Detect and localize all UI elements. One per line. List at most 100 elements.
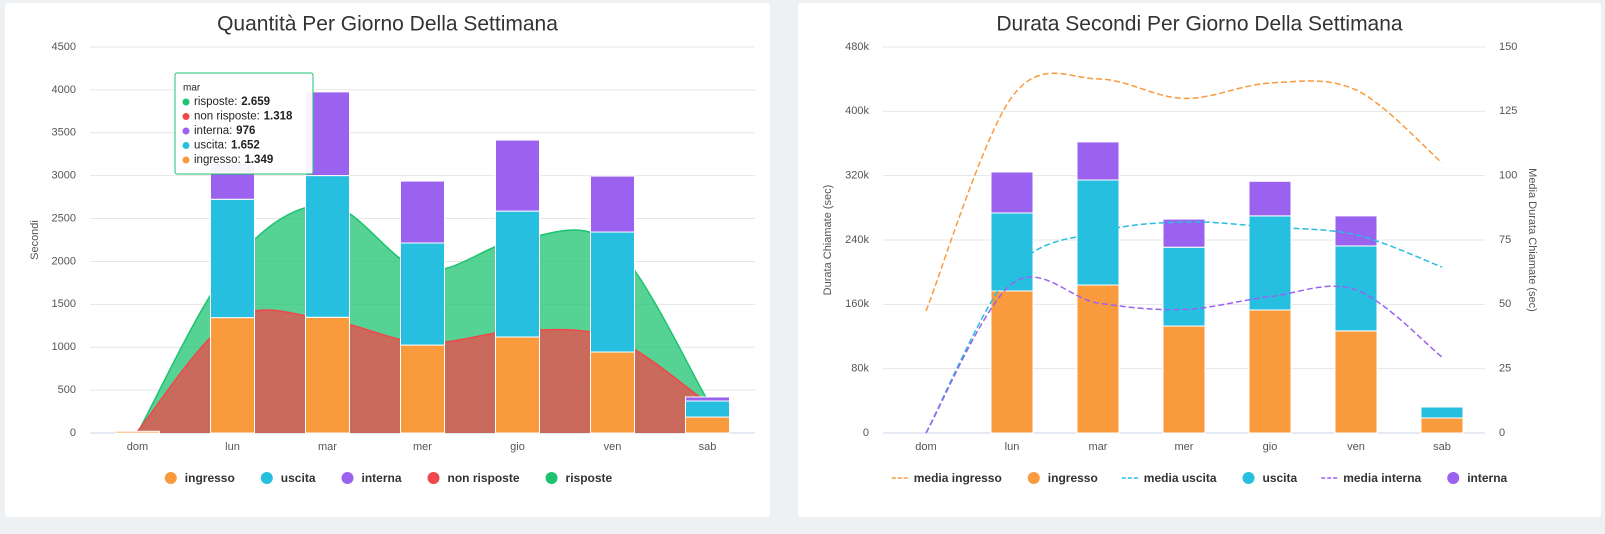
y-tick-label: 0	[863, 427, 869, 439]
legend-label: ingresso	[185, 471, 235, 485]
bar	[590, 351, 635, 434]
legend-item: media uscita	[1121, 471, 1217, 485]
bar	[210, 317, 255, 434]
legend-label: media uscita	[1144, 471, 1217, 485]
legend-symbol	[1027, 472, 1040, 484]
x-tick-label: gio	[1263, 441, 1278, 453]
legend-item: ingresso	[1027, 471, 1098, 485]
y-axis-title: Secondi	[29, 220, 41, 260]
bar	[685, 396, 730, 402]
legend-label: uscita	[1263, 471, 1298, 485]
y-tick-label: 240k	[845, 234, 869, 246]
bar	[495, 336, 540, 434]
bar	[1334, 330, 1378, 434]
legend-label: uscita	[281, 471, 316, 485]
y2-tick-label: 150	[1499, 41, 1517, 53]
bar	[115, 430, 160, 434]
tooltip-name: ingresso	[194, 154, 237, 166]
y-tick-label: 4000	[52, 84, 76, 96]
legend-item: interna	[1447, 471, 1508, 485]
legend-symbol	[545, 472, 558, 484]
y-tick-label: 3500	[52, 127, 76, 139]
y2-tick-label: 0	[1499, 427, 1505, 439]
tooltip-value: 1.652	[231, 140, 260, 152]
x-tick-label: ven	[1347, 441, 1365, 453]
tooltip-colon: :	[229, 125, 232, 137]
bar	[590, 175, 635, 233]
y-tick-label: 1000	[52, 341, 76, 353]
bar	[210, 198, 255, 319]
y-axis-title: Durata Chiamate (sec)	[822, 185, 834, 296]
legend-item: media interna	[1321, 471, 1422, 485]
tooltip-value: 1.349	[244, 154, 273, 166]
legend-symbol	[164, 472, 177, 484]
legend-item: non risposte	[427, 471, 520, 485]
bar	[400, 242, 445, 346]
tooltip-colon: :	[257, 111, 260, 123]
bar	[400, 180, 445, 244]
bar	[1076, 141, 1120, 181]
y-tick-label: 160k	[845, 298, 869, 310]
bar	[495, 139, 540, 212]
tooltip-value: 2.659	[241, 96, 270, 108]
y2-tick-label: 100	[1499, 170, 1517, 182]
y-tick-label: 500	[58, 384, 76, 396]
tooltip-value: 1.318	[264, 111, 293, 123]
bar	[305, 175, 350, 318]
y-tick-label: 3000	[52, 170, 76, 182]
bar	[1248, 180, 1292, 217]
tooltip-dot	[182, 142, 190, 149]
x-tick-label: mar	[1089, 441, 1108, 453]
legend-label: media interna	[1343, 471, 1421, 485]
x-tick-label: gio	[510, 441, 525, 453]
bar	[1248, 309, 1292, 434]
legend-item: media ingresso	[891, 471, 1002, 485]
legend-label: non risposte	[448, 471, 520, 485]
x-tick-label: dom	[127, 441, 148, 453]
legend-symbol	[1242, 472, 1255, 484]
legend-label: interna	[361, 471, 401, 485]
legend-item: uscita	[260, 471, 316, 485]
x-tick-label: lun	[225, 441, 240, 453]
bar	[1334, 245, 1378, 332]
tooltip-dot	[182, 127, 190, 135]
legend-label: interna	[1467, 471, 1507, 485]
tooltip-name: uscita	[194, 140, 225, 152]
bar	[1420, 417, 1464, 434]
legend-label: media ingresso	[914, 471, 1002, 485]
y2-tick-label: 25	[1499, 363, 1511, 375]
y-tick-label: 1500	[52, 298, 76, 310]
tooltip-name: non risposte	[194, 111, 257, 123]
chart-title: Quantità Per Giorno Della Settimana	[217, 13, 558, 36]
legend-label: risposte	[566, 471, 613, 485]
tooltip-value: 976	[236, 125, 255, 137]
legend-symbol	[427, 472, 440, 484]
y2-tick-label: 75	[1499, 234, 1511, 246]
bar	[990, 290, 1034, 434]
bar	[495, 210, 540, 338]
bar	[990, 171, 1034, 214]
legend-item: ingresso	[164, 471, 235, 485]
line	[925, 72, 1443, 312]
tooltip-colon: :	[237, 154, 240, 166]
x-tick-label: dom	[915, 441, 936, 453]
bar	[590, 231, 635, 353]
bar	[1420, 406, 1464, 419]
bar	[1162, 325, 1206, 434]
y-tick-label: 320k	[845, 170, 869, 182]
y-tick-label: 80k	[851, 363, 869, 375]
tooltip-box	[174, 72, 314, 175]
bar	[990, 212, 1034, 292]
y-tick-label: 2500	[52, 212, 76, 224]
line	[925, 276, 1443, 434]
bar	[1076, 179, 1120, 286]
y-tick-label: 400k	[845, 105, 869, 117]
tooltip-colon: :	[224, 140, 227, 152]
chart-title: Durata Secondi Per Giorno Della Settiman…	[996, 13, 1403, 36]
legend-item: risposte	[545, 471, 613, 485]
legend-item: uscita	[1242, 471, 1298, 485]
tooltip-colon: :	[234, 96, 237, 108]
legend-symbol	[1447, 472, 1460, 484]
y2-tick-label: 50	[1499, 298, 1511, 310]
